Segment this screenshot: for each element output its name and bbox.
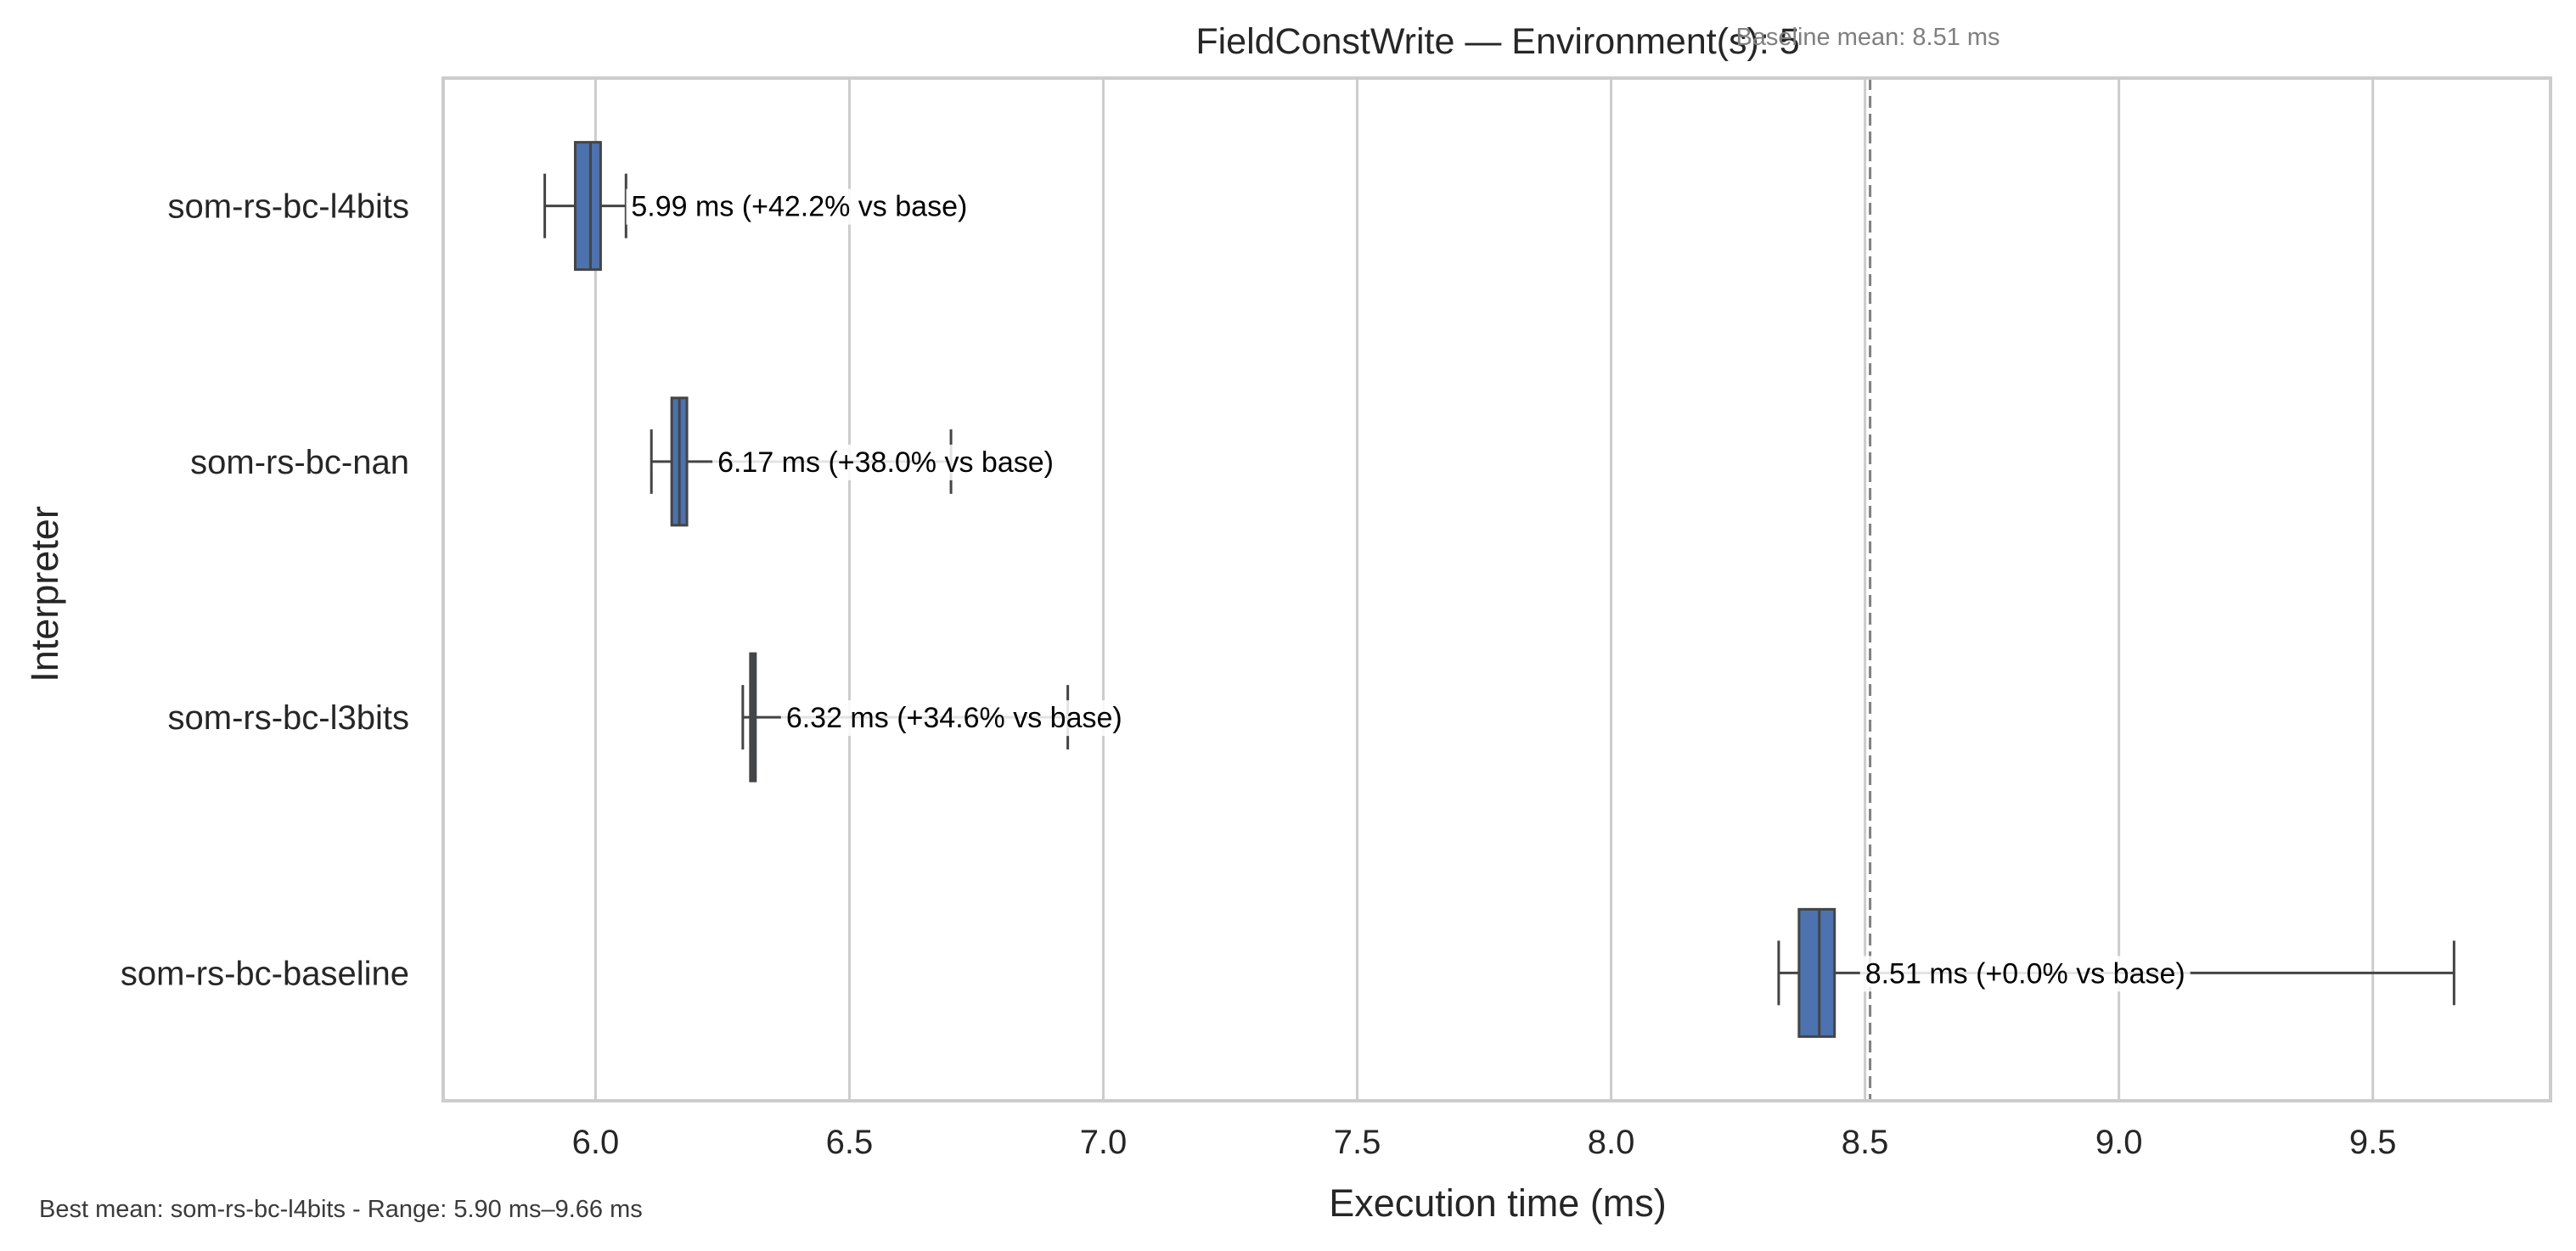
x-tick-label: 8.5	[1842, 1124, 1889, 1161]
iqr-box	[1797, 907, 1836, 1038]
category-label: som-rs-bc-l4bits	[168, 188, 409, 226]
value-annotation: 5.99 ms (+42.2% vs base)	[626, 188, 973, 225]
chart-title: FieldConstWrite — Environment(s): 5	[1195, 21, 1799, 62]
iqr-box	[573, 141, 602, 272]
x-tick-label: 8.0	[1588, 1124, 1635, 1161]
x-tick-label: 7.0	[1080, 1124, 1128, 1161]
annotation-text: 6.17 ms (+38.0% vs base)	[717, 446, 1054, 479]
box-plot	[543, 141, 627, 272]
category-label: som-rs-bc-nan	[190, 444, 409, 481]
footnote: Best mean: som-rs-bc-l4bits - Range: 5.9…	[39, 1196, 643, 1223]
annotation-background	[626, 188, 973, 225]
value-annotation: 8.51 ms (+0.0% vs base)	[1859, 956, 2191, 992]
y-axis-label: Interpreter	[23, 506, 66, 682]
category-label: som-rs-bc-l3bits	[168, 699, 409, 737]
plot-frame	[442, 76, 2552, 1102]
baseline-mean-label: Baseline mean: 8.51 ms	[1735, 24, 1999, 51]
x-tick-label: 6.5	[826, 1124, 874, 1161]
category-label: som-rs-bc-baseline	[121, 955, 409, 992]
annotation-background	[712, 444, 1059, 480]
category-labels: som-rs-bc-l4bits som-rs-bc-nan som-rs-bc-l…	[121, 188, 409, 993]
annotation-text: 5.99 ms (+42.2% vs base)	[631, 191, 967, 223]
x-tick-label: 7.5	[1334, 1124, 1381, 1161]
annotation-text: 6.32 ms (+34.6% vs base)	[786, 702, 1122, 734]
x-tick-label: 9.5	[2349, 1124, 2397, 1161]
annotation-layer: 5.99 ms (+42.2% vs base) 6.17 ms (+38.0% …	[626, 188, 2191, 992]
value-annotation: 6.32 ms (+34.6% vs base)	[780, 700, 1128, 737]
value-annotation: 6.17 ms (+38.0% vs base)	[712, 444, 1059, 480]
x-tick-labels: 6.0 6.5 7.0 7.5 8.0 8.5 9.0 9.5	[572, 1124, 2397, 1161]
annotation-background	[780, 700, 1128, 737]
x-tick-label: 6.0	[572, 1124, 620, 1161]
x-tick-label: 9.0	[2095, 1124, 2143, 1161]
annotation-background	[1859, 956, 2191, 992]
x-axis-label: Execution time (ms)	[1329, 1181, 1667, 1225]
annotation-text: 8.51 ms (+0.0% vs base)	[1865, 957, 2185, 990]
